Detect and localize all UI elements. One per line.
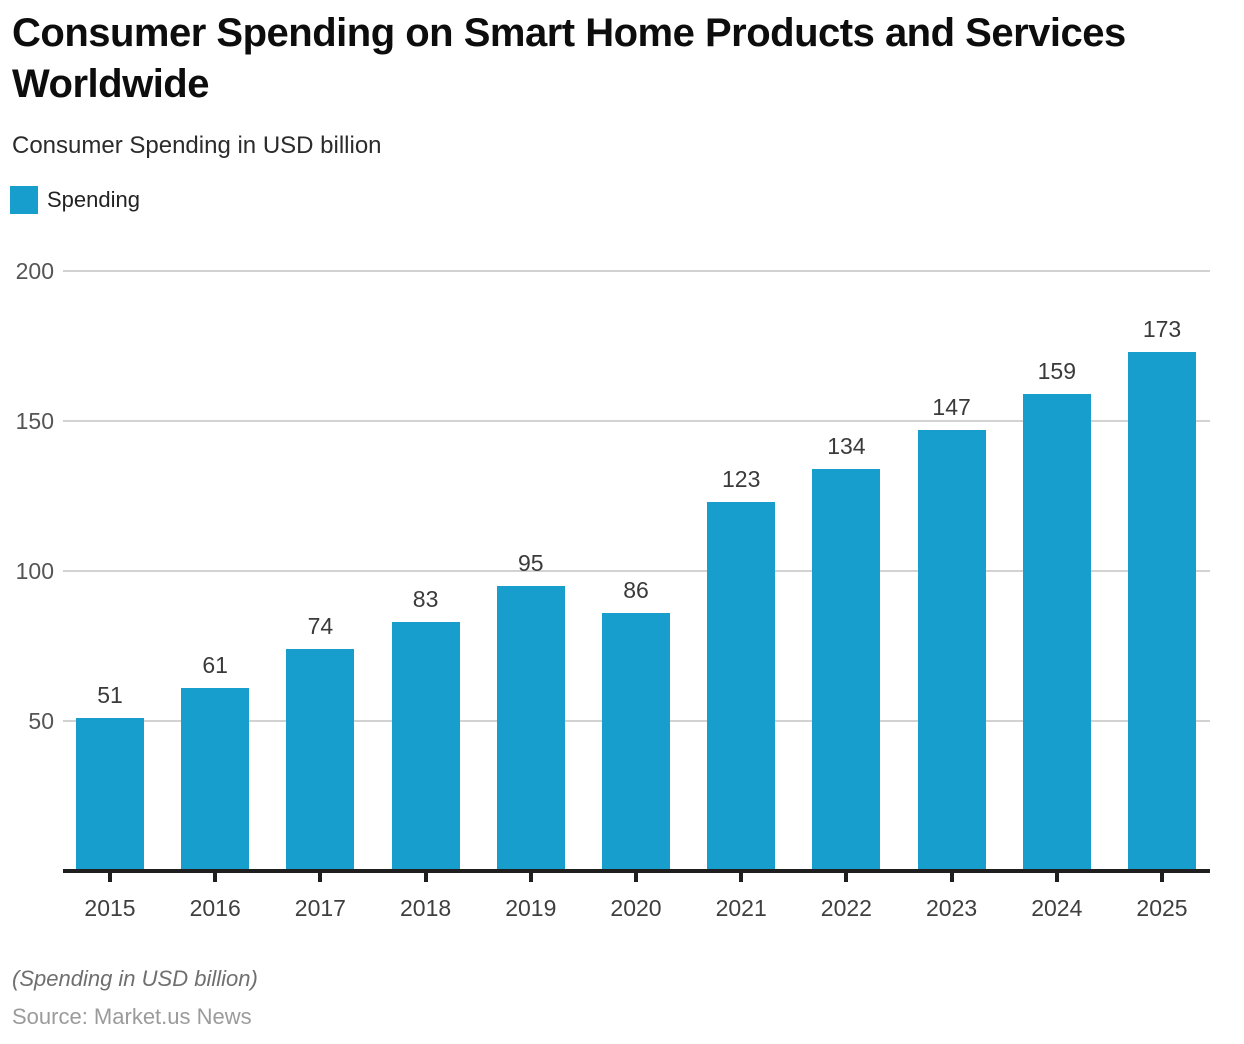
bar-value-label: 61 [202,652,228,678]
bar-value-label: 95 [518,550,544,576]
bar-value-label: 83 [412,586,439,612]
page-title: Consumer Spending on Smart Home Products… [12,11,1126,107]
bar-2021 [707,502,776,871]
x-axis-tick [213,873,218,882]
bar-2015 [76,718,144,871]
x-axis-label: 2018 [400,895,452,921]
bar-2016 [181,688,250,871]
x-axis-label: 2023 [926,895,978,921]
y-axis-label: 100 [15,558,54,584]
bar-value-label: 51 [97,682,123,708]
bar-chart: 50 100 150 200 51 2015 61 2016 74 2017 83 2018 95 201… [0,250,1244,940]
x-axis-label: 2020 [610,895,662,921]
x-axis-tick [844,873,849,882]
bar-value-label: 173 [1142,316,1182,342]
x-axis-tick [1054,873,1059,882]
bar-value-label: 74 [307,613,334,639]
x-axis-line [63,869,1210,873]
x-axis-tick [528,873,533,882]
x-axis-tick [318,873,323,882]
legend-swatch-icon [10,186,38,214]
gridline [63,570,1210,572]
x-axis-tick [108,873,112,882]
bar-2022 [812,469,881,871]
bar-value-label: 159 [1037,358,1076,384]
x-axis-label: 2017 [294,895,346,921]
footer-source: Source: Market.us News [12,1004,252,1029]
bar-2018 [391,622,460,871]
bar-value-label: 134 [827,433,866,459]
gridline [63,270,1210,272]
bar-2019 [496,586,565,871]
x-axis-tick [634,873,638,882]
x-axis-label: 2016 [189,895,241,921]
x-axis-label: 2022 [820,895,872,921]
x-axis-tick [1160,873,1164,882]
page-subtitle: Consumer Spending in USD billion [12,132,382,159]
bar-value-label: 123 [722,466,761,492]
x-axis-label: 2021 [715,895,767,921]
bar-2020 [602,613,670,871]
gridline [63,420,1210,422]
x-axis-tick [949,873,954,882]
bar-value-label: 86 [623,577,649,603]
x-axis-label: 2015 [84,895,136,921]
legend: Spending [10,186,140,214]
y-axis-label: 200 [15,258,54,284]
footer-note: (Spending in USD billion) [12,966,258,991]
bar-2024 [1022,394,1091,871]
y-axis-label: 150 [15,408,54,434]
y-axis-label: 50 [28,708,54,734]
bar-value-label: 147 [932,394,971,420]
bar-2023 [917,430,986,871]
legend-label: Spending [47,187,140,212]
x-axis-label: 2019 [505,895,557,921]
x-axis-tick [739,873,744,882]
bar-2017 [286,649,355,871]
bar-2025 [1128,352,1196,871]
x-axis-tick [423,873,428,882]
x-axis-label: 2024 [1031,895,1083,921]
x-axis-label: 2025 [1136,895,1188,921]
